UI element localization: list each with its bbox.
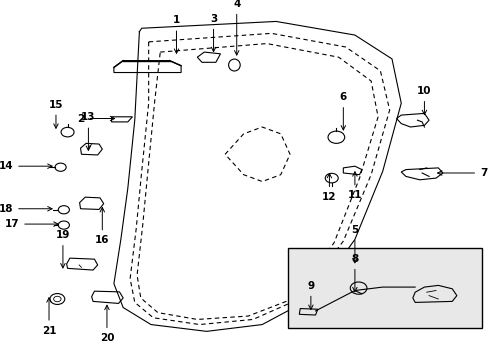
Text: 3: 3 [209,14,217,51]
Bar [287,248,481,328]
Text: 18: 18 [0,204,52,214]
Text: 13: 13 [81,112,96,150]
Text: 1: 1 [172,15,180,53]
Text: 8: 8 [350,254,358,292]
Text: 7: 7 [437,168,487,178]
Text: 19: 19 [56,230,70,268]
Text: 6: 6 [339,92,346,130]
Text: 9: 9 [306,281,314,310]
Text: 12: 12 [322,174,336,202]
Text: 2: 2 [77,113,114,123]
Text: 5: 5 [350,225,358,263]
Text: 11: 11 [347,172,362,201]
Text: 20: 20 [100,305,114,343]
Text: 14: 14 [0,161,52,171]
Text: 17: 17 [4,219,58,229]
Text: 21: 21 [41,298,56,336]
Text: 4: 4 [233,0,240,55]
Text: 15: 15 [49,99,63,128]
Text: 16: 16 [95,207,109,246]
Text: 10: 10 [416,86,431,114]
